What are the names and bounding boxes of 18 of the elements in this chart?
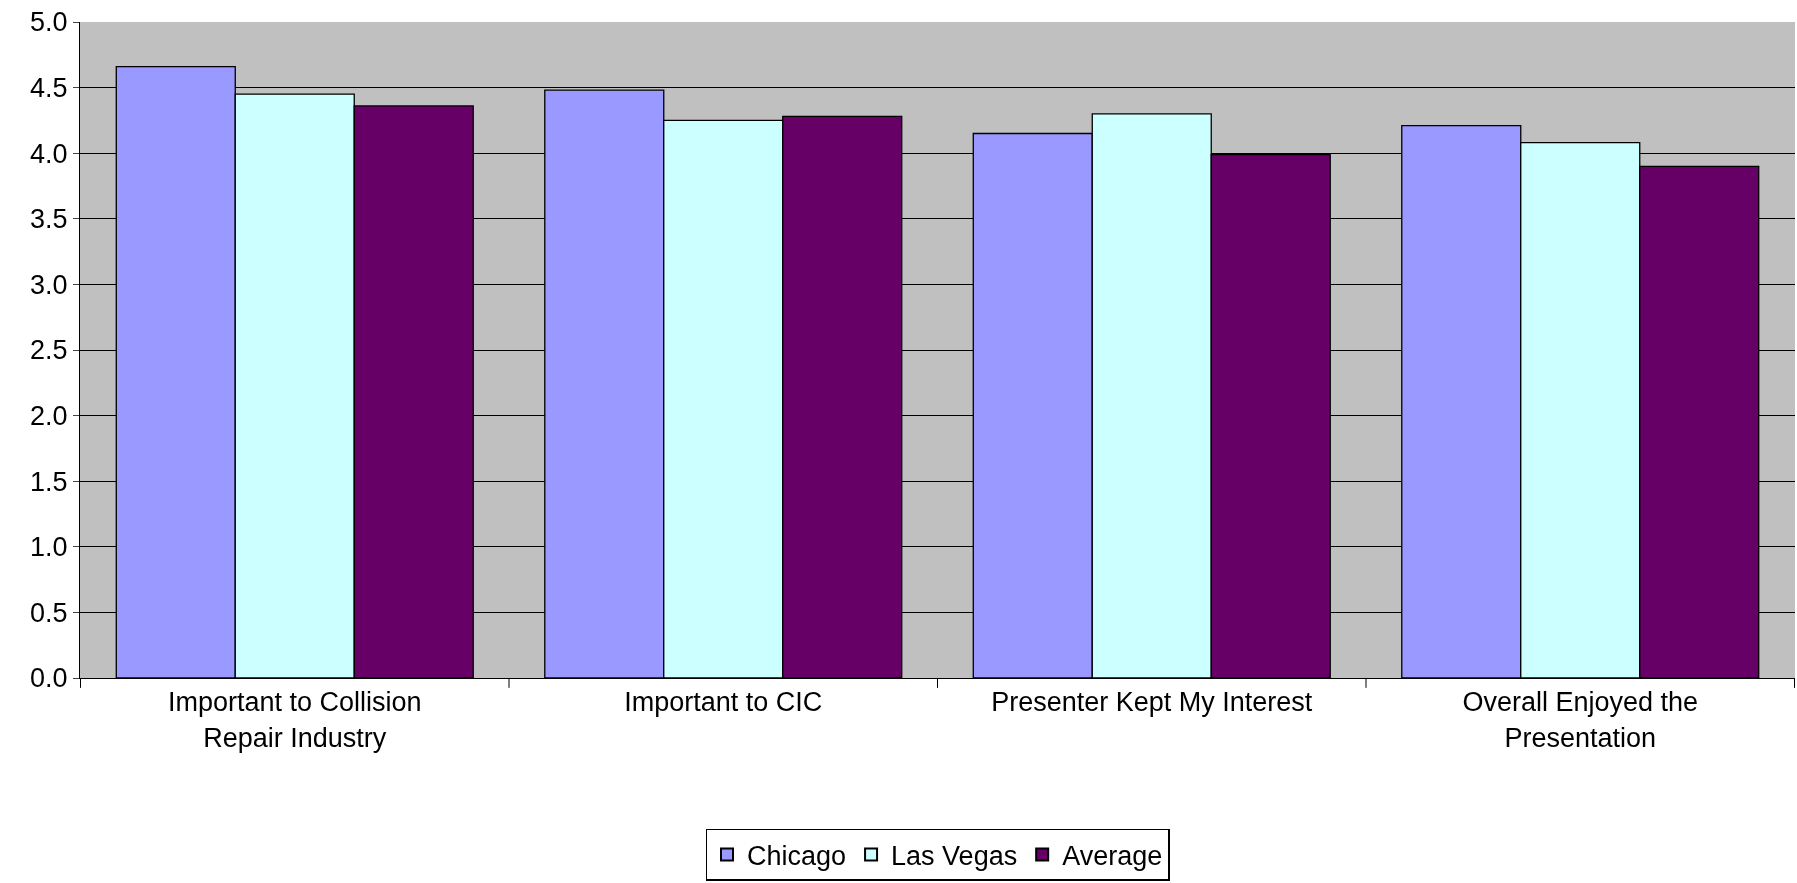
y-tick-label: 5.0 <box>30 7 68 38</box>
x-tick-label: Presenter Kept My Interest <box>991 687 1313 718</box>
x-tick-label: Important to Collision Repair Industry <box>167 687 422 753</box>
x-tick-label: Overall Enjoyed the Presentation <box>1462 687 1699 753</box>
legend-label: Chicago <box>747 840 847 871</box>
y-tick-label: 0.5 <box>30 597 68 628</box>
y-tick-label: 4.0 <box>30 138 68 169</box>
y-tick-label: 2.5 <box>30 335 68 366</box>
legend-label: Las Vegas <box>891 840 1018 871</box>
y-tick-label: 1.5 <box>30 466 68 497</box>
y-tick-label: 3.0 <box>30 269 68 300</box>
y-tick-label: 3.5 <box>30 204 68 235</box>
y-tick-label: 4.5 <box>30 73 68 104</box>
y-tick-label: 1.0 <box>30 532 68 563</box>
x-tick-label: Important to CIC <box>624 687 823 718</box>
y-tick-label: 0.0 <box>30 663 68 694</box>
y-tick-label: 2.0 <box>30 401 68 432</box>
legend-label: Average <box>1062 840 1163 871</box>
